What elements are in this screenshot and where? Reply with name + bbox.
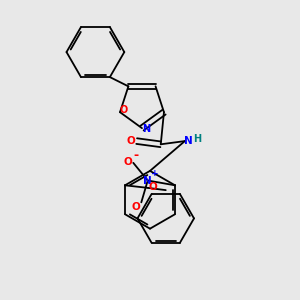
- Text: +: +: [151, 169, 159, 178]
- Text: N: N: [143, 176, 152, 185]
- Text: N: N: [184, 136, 193, 146]
- Text: H: H: [193, 134, 201, 143]
- Text: N: N: [142, 124, 150, 134]
- Text: O: O: [123, 157, 132, 167]
- Text: O: O: [148, 182, 157, 192]
- Text: O: O: [127, 136, 135, 146]
- Text: O: O: [131, 202, 140, 212]
- Text: -: -: [133, 149, 138, 162]
- Text: O: O: [120, 105, 128, 115]
